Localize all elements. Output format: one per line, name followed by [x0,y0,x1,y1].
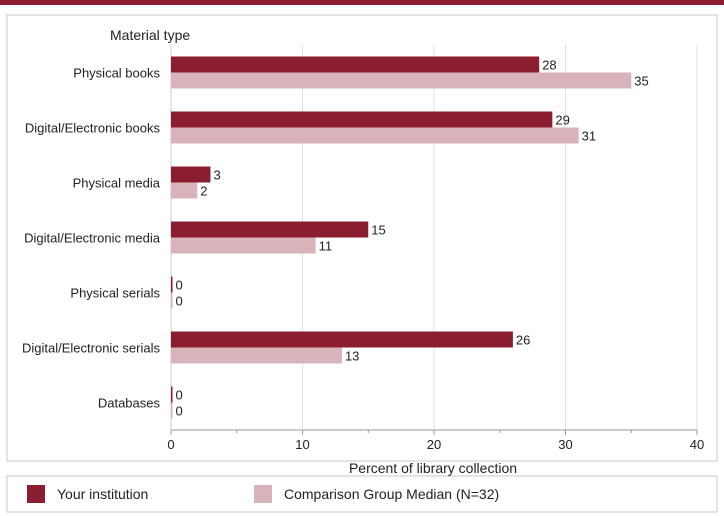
bar [171,111,553,128]
category-label: Digital/Electronic media [24,231,161,246]
data-label: 0 [176,388,183,403]
bar [171,182,198,199]
data-label: 31 [582,129,596,144]
category-label: Physical media [73,176,161,191]
bar [171,56,540,73]
x-tick-label: 20 [427,437,441,452]
data-label: 13 [345,349,359,364]
plot-border [6,14,718,462]
legend-label: Your institution [57,486,148,502]
x-tick-label: 40 [690,437,704,452]
bar [171,347,342,364]
data-label: 28 [542,58,556,73]
bar [171,292,173,309]
bar [171,402,173,419]
bar [171,276,173,293]
category-axis-title: Material type [110,27,190,43]
bar [171,386,173,403]
legend-border [6,475,718,513]
bar [171,72,632,89]
bar [171,237,316,254]
data-label: 0 [176,278,183,293]
data-label: 0 [176,294,183,309]
legend-label: Comparison Group Median (N=32) [284,486,499,502]
data-label: 35 [634,74,648,89]
legend-swatch [27,485,45,503]
legend-swatch [254,485,272,503]
x-axis-title: Percent of library collection [349,460,517,476]
category-label: Physical serials [70,286,160,301]
data-label: 29 [555,113,569,128]
x-tick-label: 30 [558,437,572,452]
data-label: 3 [213,168,220,183]
bar [171,221,369,238]
category-label: Digital/Electronic serials [22,341,160,356]
category-label: Physical books [73,66,160,81]
data-label: 0 [176,404,183,419]
data-label: 15 [371,223,385,238]
bar [171,331,513,348]
x-tick-label: 0 [167,437,174,452]
category-label: Databases [98,396,161,411]
category-label: Digital/Electronic books [25,121,161,136]
x-tick-label: 10 [295,437,309,452]
data-label: 26 [516,333,530,348]
bar [171,127,579,144]
top-accent-bar [0,0,724,5]
data-label: 11 [319,239,333,254]
data-label: 2 [200,184,207,199]
bar [171,166,211,183]
